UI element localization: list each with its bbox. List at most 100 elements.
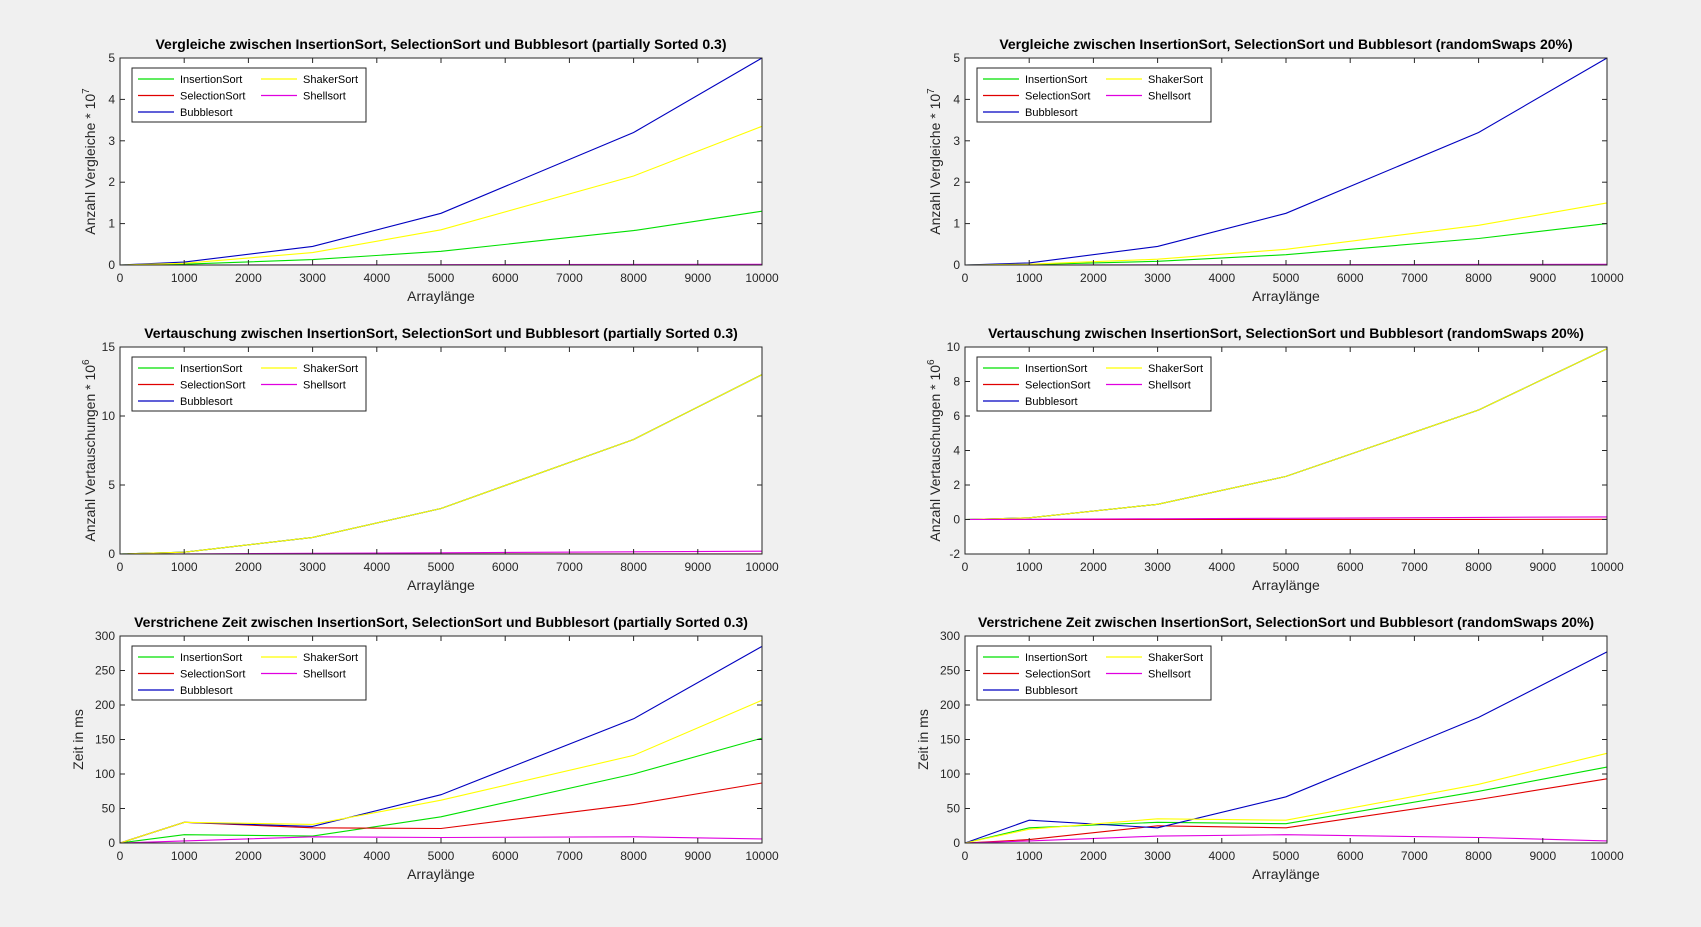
x-tick-label: 10000 [1590, 849, 1624, 863]
x-tick-label: 2000 [1080, 271, 1107, 285]
legend-entry-shellsort: Shellsort [303, 380, 346, 392]
x-tick-label: 7000 [556, 560, 583, 574]
y-tick-label: 300 [940, 629, 960, 643]
y-axis-label-exponent: 6 [81, 359, 92, 365]
x-tick-label: 8000 [1465, 849, 1492, 863]
y-tick-label: 200 [940, 698, 960, 712]
legend-entry-insertionsort: InsertionSort [1025, 363, 1087, 375]
x-tick-label: 3000 [299, 560, 326, 574]
chart-cmp-partial: Vergleiche zwischen InsertionSort, Selec… [81, 36, 779, 304]
y-tick-label: 250 [95, 664, 115, 678]
y-axis-label-text: Anzahl Vertauschungen * 10 [927, 365, 943, 542]
series-line-shakersort [119, 125, 763, 266]
series-group [119, 645, 763, 844]
legend: InsertionSort SelectionSort Bubblesort Shak… [131, 67, 367, 123]
x-tick-label: 3000 [1144, 560, 1171, 574]
x-tick-label: 9000 [684, 271, 711, 285]
y-tick-label: 250 [940, 664, 960, 678]
y-tick-label: 150 [95, 733, 115, 747]
y-axis-label: Zeit in ms [915, 709, 931, 770]
x-tick-label: 0 [117, 271, 124, 285]
legend-entry-bubblesort: Bubblesort [1025, 107, 1078, 119]
series-line-shakersort [964, 752, 1608, 844]
x-tick-label: 4000 [363, 271, 390, 285]
y-tick-label: 5 [953, 51, 960, 65]
x-axis-label: Arraylänge [407, 577, 475, 593]
x-axis-label: Arraylänge [1252, 577, 1320, 593]
x-axis-label: Arraylänge [1252, 288, 1320, 304]
x-tick-label: 9000 [1529, 560, 1556, 574]
legend-entry-selectionsort: SelectionSort [180, 91, 245, 103]
chart-time-partial: Verstrichene Zeit zwischen InsertionSort… [70, 614, 779, 882]
y-tick-label: 300 [95, 629, 115, 643]
chart-title: Vertauschung zwischen InsertionSort, Sel… [144, 325, 738, 341]
x-tick-label: 0 [117, 849, 124, 863]
x-tick-label: 5000 [428, 560, 455, 574]
x-tick-label: 6000 [492, 271, 519, 285]
legend-entry-shakersort: ShakerSort [303, 363, 358, 375]
x-tick-label: 0 [962, 849, 969, 863]
y-tick-label: 4 [953, 92, 960, 106]
y-tick-label: 6 [953, 409, 960, 423]
chart-title: Vergleiche zwischen InsertionSort, Selec… [999, 36, 1572, 52]
x-tick-label: 1000 [171, 849, 198, 863]
y-tick-label: 2 [108, 175, 115, 189]
x-tick-label: 6000 [1337, 849, 1364, 863]
x-tick-label: 10000 [745, 849, 779, 863]
legend-entry-shakersort: ShakerSort [303, 74, 358, 86]
y-tick-label: 2 [953, 175, 960, 189]
x-tick-label: 8000 [1465, 271, 1492, 285]
x-tick-label: 0 [117, 560, 124, 574]
x-tick-label: 2000 [235, 849, 262, 863]
y-tick-label: 0 [953, 513, 960, 527]
legend: InsertionSort SelectionSort Bubblesort Shak… [131, 356, 367, 412]
legend-entry-shellsort: Shellsort [1148, 91, 1191, 103]
chart-time-random: Verstrichene Zeit zwischen InsertionSort… [915, 614, 1624, 882]
x-tick-label: 6000 [492, 849, 519, 863]
chart-title: Vergleiche zwischen InsertionSort, Selec… [155, 36, 726, 52]
legend-entry-insertionsort: InsertionSort [1025, 74, 1087, 86]
y-tick-label: 3 [953, 134, 960, 148]
x-tick-label: 7000 [1401, 849, 1428, 863]
y-tick-label: 0 [108, 836, 115, 850]
x-tick-label: 8000 [620, 271, 647, 285]
x-tick-label: 1000 [171, 271, 198, 285]
x-tick-label: 0 [962, 560, 969, 574]
x-tick-label: 7000 [1401, 271, 1428, 285]
legend-entry-bubblesort: Bubblesort [1025, 396, 1078, 408]
legend: InsertionSort SelectionSort Bubblesort Shak… [131, 645, 367, 701]
x-tick-label: 4000 [363, 849, 390, 863]
x-tick-label: 9000 [684, 560, 711, 574]
legend-entry-selectionsort: SelectionSort [1025, 669, 1090, 681]
x-tick-label: 3000 [299, 849, 326, 863]
x-tick-label: 10000 [745, 271, 779, 285]
y-axis-label-text: Zeit in ms [70, 709, 86, 770]
y-tick-label: 10 [947, 340, 961, 354]
y-tick-label: 4 [108, 92, 115, 106]
y-axis-label: Anzahl Vertauschungen * 106 [926, 359, 943, 542]
legend-entry-selectionsort: SelectionSort [1025, 91, 1090, 103]
legend-entry-shellsort: Shellsort [1148, 380, 1191, 392]
series-line-shellsort [119, 836, 763, 844]
series-line-bubblesort [964, 651, 1608, 844]
legend: InsertionSort SelectionSort Bubblesort Shak… [976, 356, 1212, 412]
x-tick-label: 9000 [1529, 271, 1556, 285]
legend-entry-insertionsort: InsertionSort [180, 74, 242, 86]
y-tick-label: 3 [108, 134, 115, 148]
chart-title: Verstrichene Zeit zwischen InsertionSort… [134, 614, 748, 630]
y-axis-label-exponent: 7 [81, 88, 92, 94]
y-axis-label: Zeit in ms [70, 709, 86, 770]
series-line-shakersort [119, 374, 763, 555]
series-group [964, 651, 1608, 844]
legend-entry-bubblesort: Bubblesort [180, 685, 233, 697]
y-axis-label: Anzahl Vergleiche * 107 [926, 88, 943, 235]
chart-swap-partial: Vertauschung zwischen InsertionSort, Sel… [81, 325, 779, 593]
legend-entry-insertionsort: InsertionSort [180, 652, 242, 664]
series-group [964, 348, 1608, 521]
y-tick-label: 5 [108, 478, 115, 492]
y-tick-label: 50 [947, 802, 961, 816]
y-axis-label-exponent: 6 [926, 359, 937, 365]
y-tick-label: 150 [940, 733, 960, 747]
legend: InsertionSort SelectionSort Bubblesort Shak… [976, 67, 1212, 123]
y-tick-label: 1 [953, 217, 960, 231]
